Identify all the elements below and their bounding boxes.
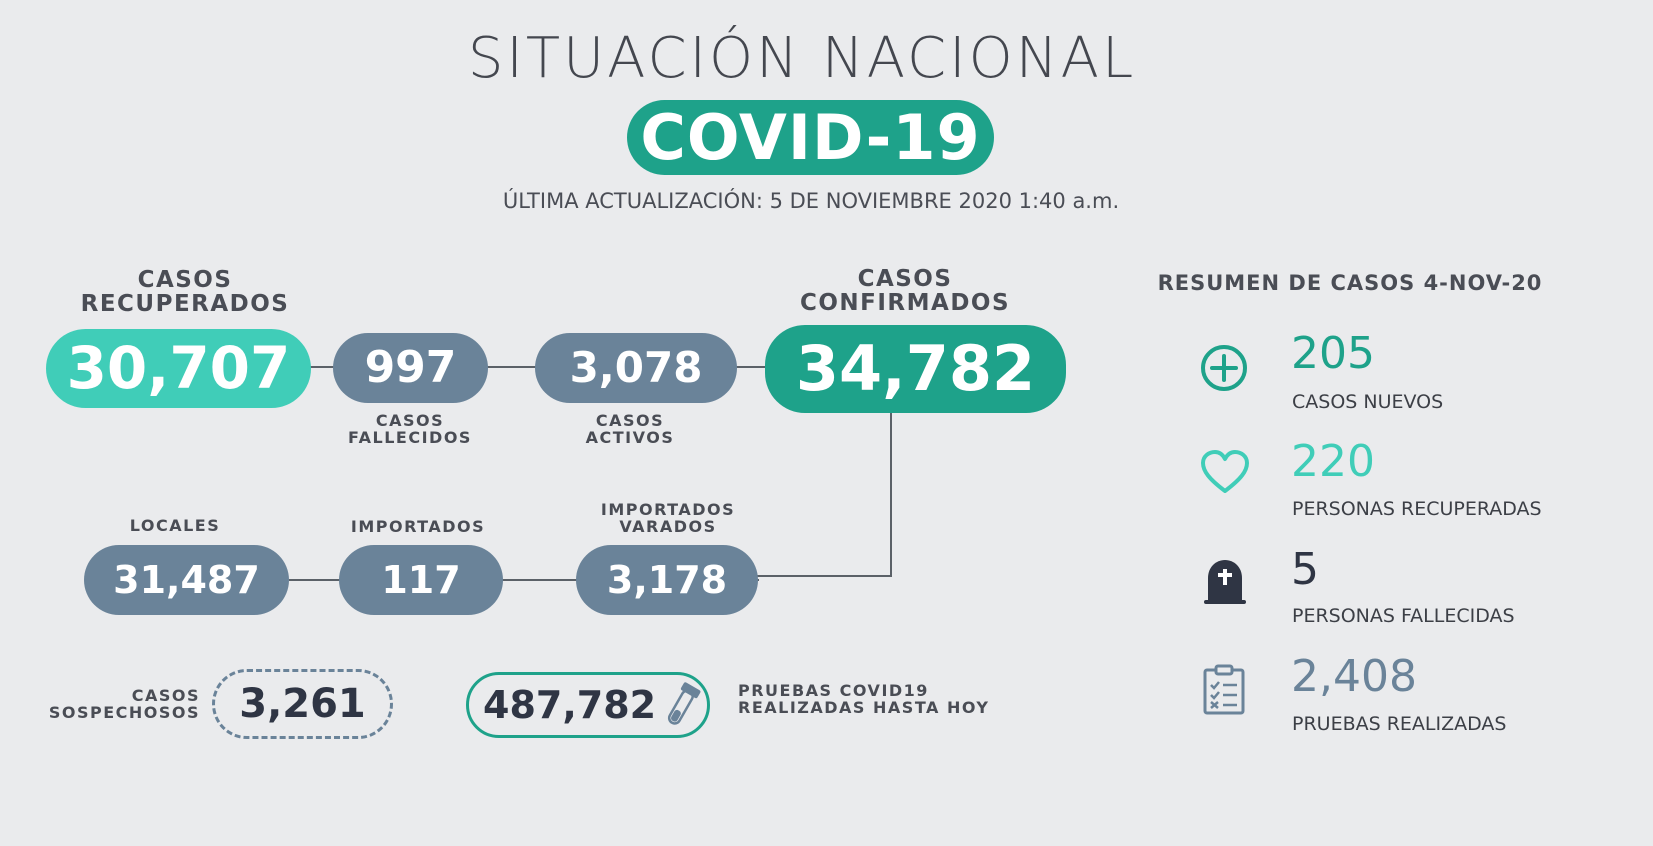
connector-line (289, 579, 759, 581)
confirmados-value: 34,782 (765, 325, 1066, 413)
importados-varados-label: IMPORTADOS VARADOS (600, 500, 736, 536)
summary-title: RESUMEN DE CASOS 4-NOV-20 (1157, 271, 1543, 295)
activos-value: 3,078 (535, 333, 737, 403)
tombstone-icon (1201, 556, 1249, 612)
summary-recovered-value: 220 (1291, 436, 1375, 487)
summary-tests-label: PRUEBAS REALIZADAS (1292, 713, 1507, 735)
importados-varados-value: 3,178 (576, 545, 758, 615)
heart-icon (1199, 448, 1251, 500)
fallecidos-label: CASOS FALLECIDOS (348, 411, 472, 447)
fallecidos-value: 997 (333, 333, 488, 403)
importados-label: IMPORTADOS (350, 517, 486, 536)
summary-deaths-label: PERSONAS FALLECIDAS (1292, 605, 1515, 627)
confirmados-label: CASOS CONFIRMADOS (799, 266, 1011, 317)
last-update: ÚLTIMA ACTUALIZACIÓN: 5 DE NOVIEMBRE 202… (502, 189, 1120, 213)
summary-new-cases-value: 205 (1291, 328, 1375, 379)
pruebas-label: PRUEBAS COVID19 REALIZADAS HASTA HOY (738, 681, 990, 717)
connector-line (755, 575, 892, 577)
summary-deaths-value: 5 (1291, 544, 1319, 595)
summary-recovered-label: PERSONAS RECUPERADAS (1292, 498, 1542, 520)
locales-label: LOCALES (129, 516, 221, 535)
importados-value: 117 (339, 545, 503, 615)
sospechosos-value: 3,261 (212, 669, 393, 739)
clipboard-icon (1202, 664, 1246, 720)
connector-line (890, 405, 892, 576)
covid-badge: COVID-19 (627, 100, 994, 175)
page-title: SITUACIÓN NACIONAL (467, 26, 1137, 91)
recuperados-value: 30,707 (46, 329, 311, 408)
plus-circle-icon (1199, 343, 1249, 397)
pruebas-value: 487,782 (483, 683, 657, 727)
sospechosos-label: CASOS SOSPECHOSOS (48, 686, 200, 722)
test-tube-icon (661, 681, 701, 735)
activos-label: CASOS ACTIVOS (585, 411, 675, 447)
pruebas-pill: 487,782 (466, 672, 710, 738)
recuperados-label: CASOS RECUPERADOS (80, 267, 290, 318)
summary-tests-value: 2,408 (1291, 651, 1417, 702)
summary-new-cases-label: CASOS NUEVOS (1292, 391, 1444, 413)
locales-value: 31,487 (84, 545, 289, 615)
